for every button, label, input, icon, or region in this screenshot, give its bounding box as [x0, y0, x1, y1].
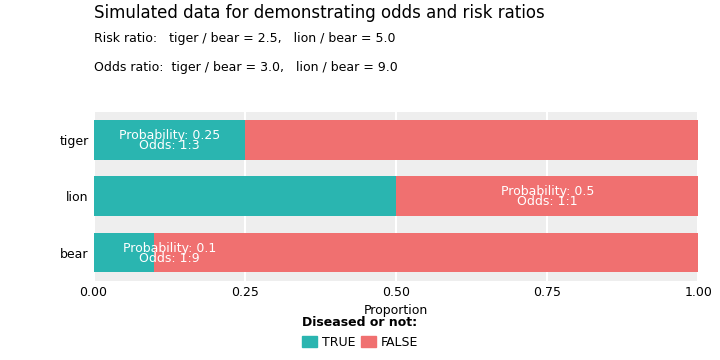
X-axis label: Proportion: Proportion: [364, 304, 428, 317]
Bar: [396, 176, 698, 216]
Text: Odds ratio:  tiger / bear = 3.0,   lion / bear = 9.0: Odds ratio: tiger / bear = 3.0, lion / b…: [94, 61, 397, 74]
Text: Probability: 0.1: Probability: 0.1: [122, 242, 216, 255]
Text: Probability: 0.25: Probability: 0.25: [119, 129, 220, 142]
Bar: [94, 120, 245, 159]
Text: Risk ratio:   tiger / bear = 2.5,   lion / bear = 5.0: Risk ratio: tiger / bear = 2.5, lion / b…: [94, 32, 395, 45]
Bar: [94, 176, 396, 216]
Text: Odds: 1:9: Odds: 1:9: [139, 252, 199, 265]
Bar: [94, 233, 154, 272]
Text: Simulated data for demonstrating odds and risk ratios: Simulated data for demonstrating odds an…: [94, 4, 544, 22]
Text: Odds: 1:3: Odds: 1:3: [139, 139, 199, 152]
Text: Odds: 1:1: Odds: 1:1: [517, 195, 577, 208]
Bar: [154, 233, 698, 272]
Text: Probability: 0.5: Probability: 0.5: [500, 185, 594, 198]
Legend: TRUE, FALSE: TRUE, FALSE: [297, 311, 423, 354]
Bar: [245, 120, 698, 159]
